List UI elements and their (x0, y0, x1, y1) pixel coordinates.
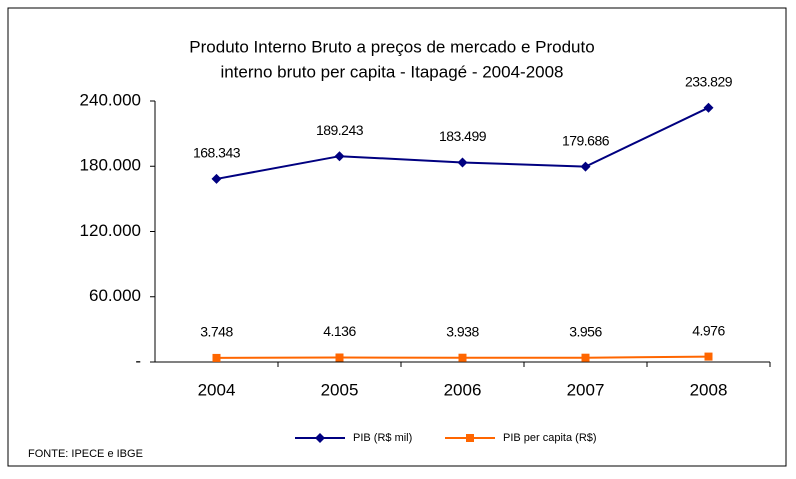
y-tick-label: - (135, 351, 141, 370)
x-tick-label: 2005 (321, 380, 359, 399)
point (703, 102, 714, 113)
legend-label: PIB per capita (R$) (503, 432, 597, 444)
legend-marker (315, 433, 325, 443)
y-tick-label: 240.000 (80, 90, 141, 109)
data-label: 179.686 (562, 132, 610, 148)
data-label: 233.829 (685, 73, 733, 89)
data-label: 3.956 (569, 323, 602, 339)
data-label: 189.243 (316, 122, 364, 138)
x-tick-label: 2007 (567, 380, 605, 399)
point (335, 353, 344, 362)
data-label: 3.938 (446, 323, 479, 339)
point (704, 352, 713, 361)
point (212, 353, 221, 362)
source-note: FONTE: IPECE e IBGE (28, 448, 143, 460)
point (211, 173, 222, 184)
point (580, 161, 591, 172)
y-tick-label: 60.000 (89, 286, 141, 305)
data-label: 183.499 (439, 128, 487, 144)
legend-marker (466, 434, 474, 442)
data-label: 4.976 (692, 322, 725, 338)
data-label: 4.136 (323, 323, 356, 339)
data-label: 168.343 (193, 145, 241, 161)
chart-border (7, 7, 787, 467)
data-label: 3.748 (200, 324, 233, 340)
point (458, 353, 467, 362)
y-tick-label: 120.000 (80, 221, 141, 240)
point (581, 353, 590, 362)
chart-title: Produto Interno Bruto a preços de mercad… (189, 37, 594, 56)
x-tick-label: 2008 (690, 380, 728, 399)
point (334, 151, 345, 162)
x-tick-label: 2006 (444, 380, 482, 399)
legend-label: PIB (R$ mil) (353, 432, 412, 444)
point (457, 157, 468, 168)
x-tick-label: 2004 (198, 380, 236, 399)
chart-title: interno bruto per capita - Itapagé - 200… (220, 62, 563, 81)
y-tick-label: 180.000 (80, 156, 141, 175)
